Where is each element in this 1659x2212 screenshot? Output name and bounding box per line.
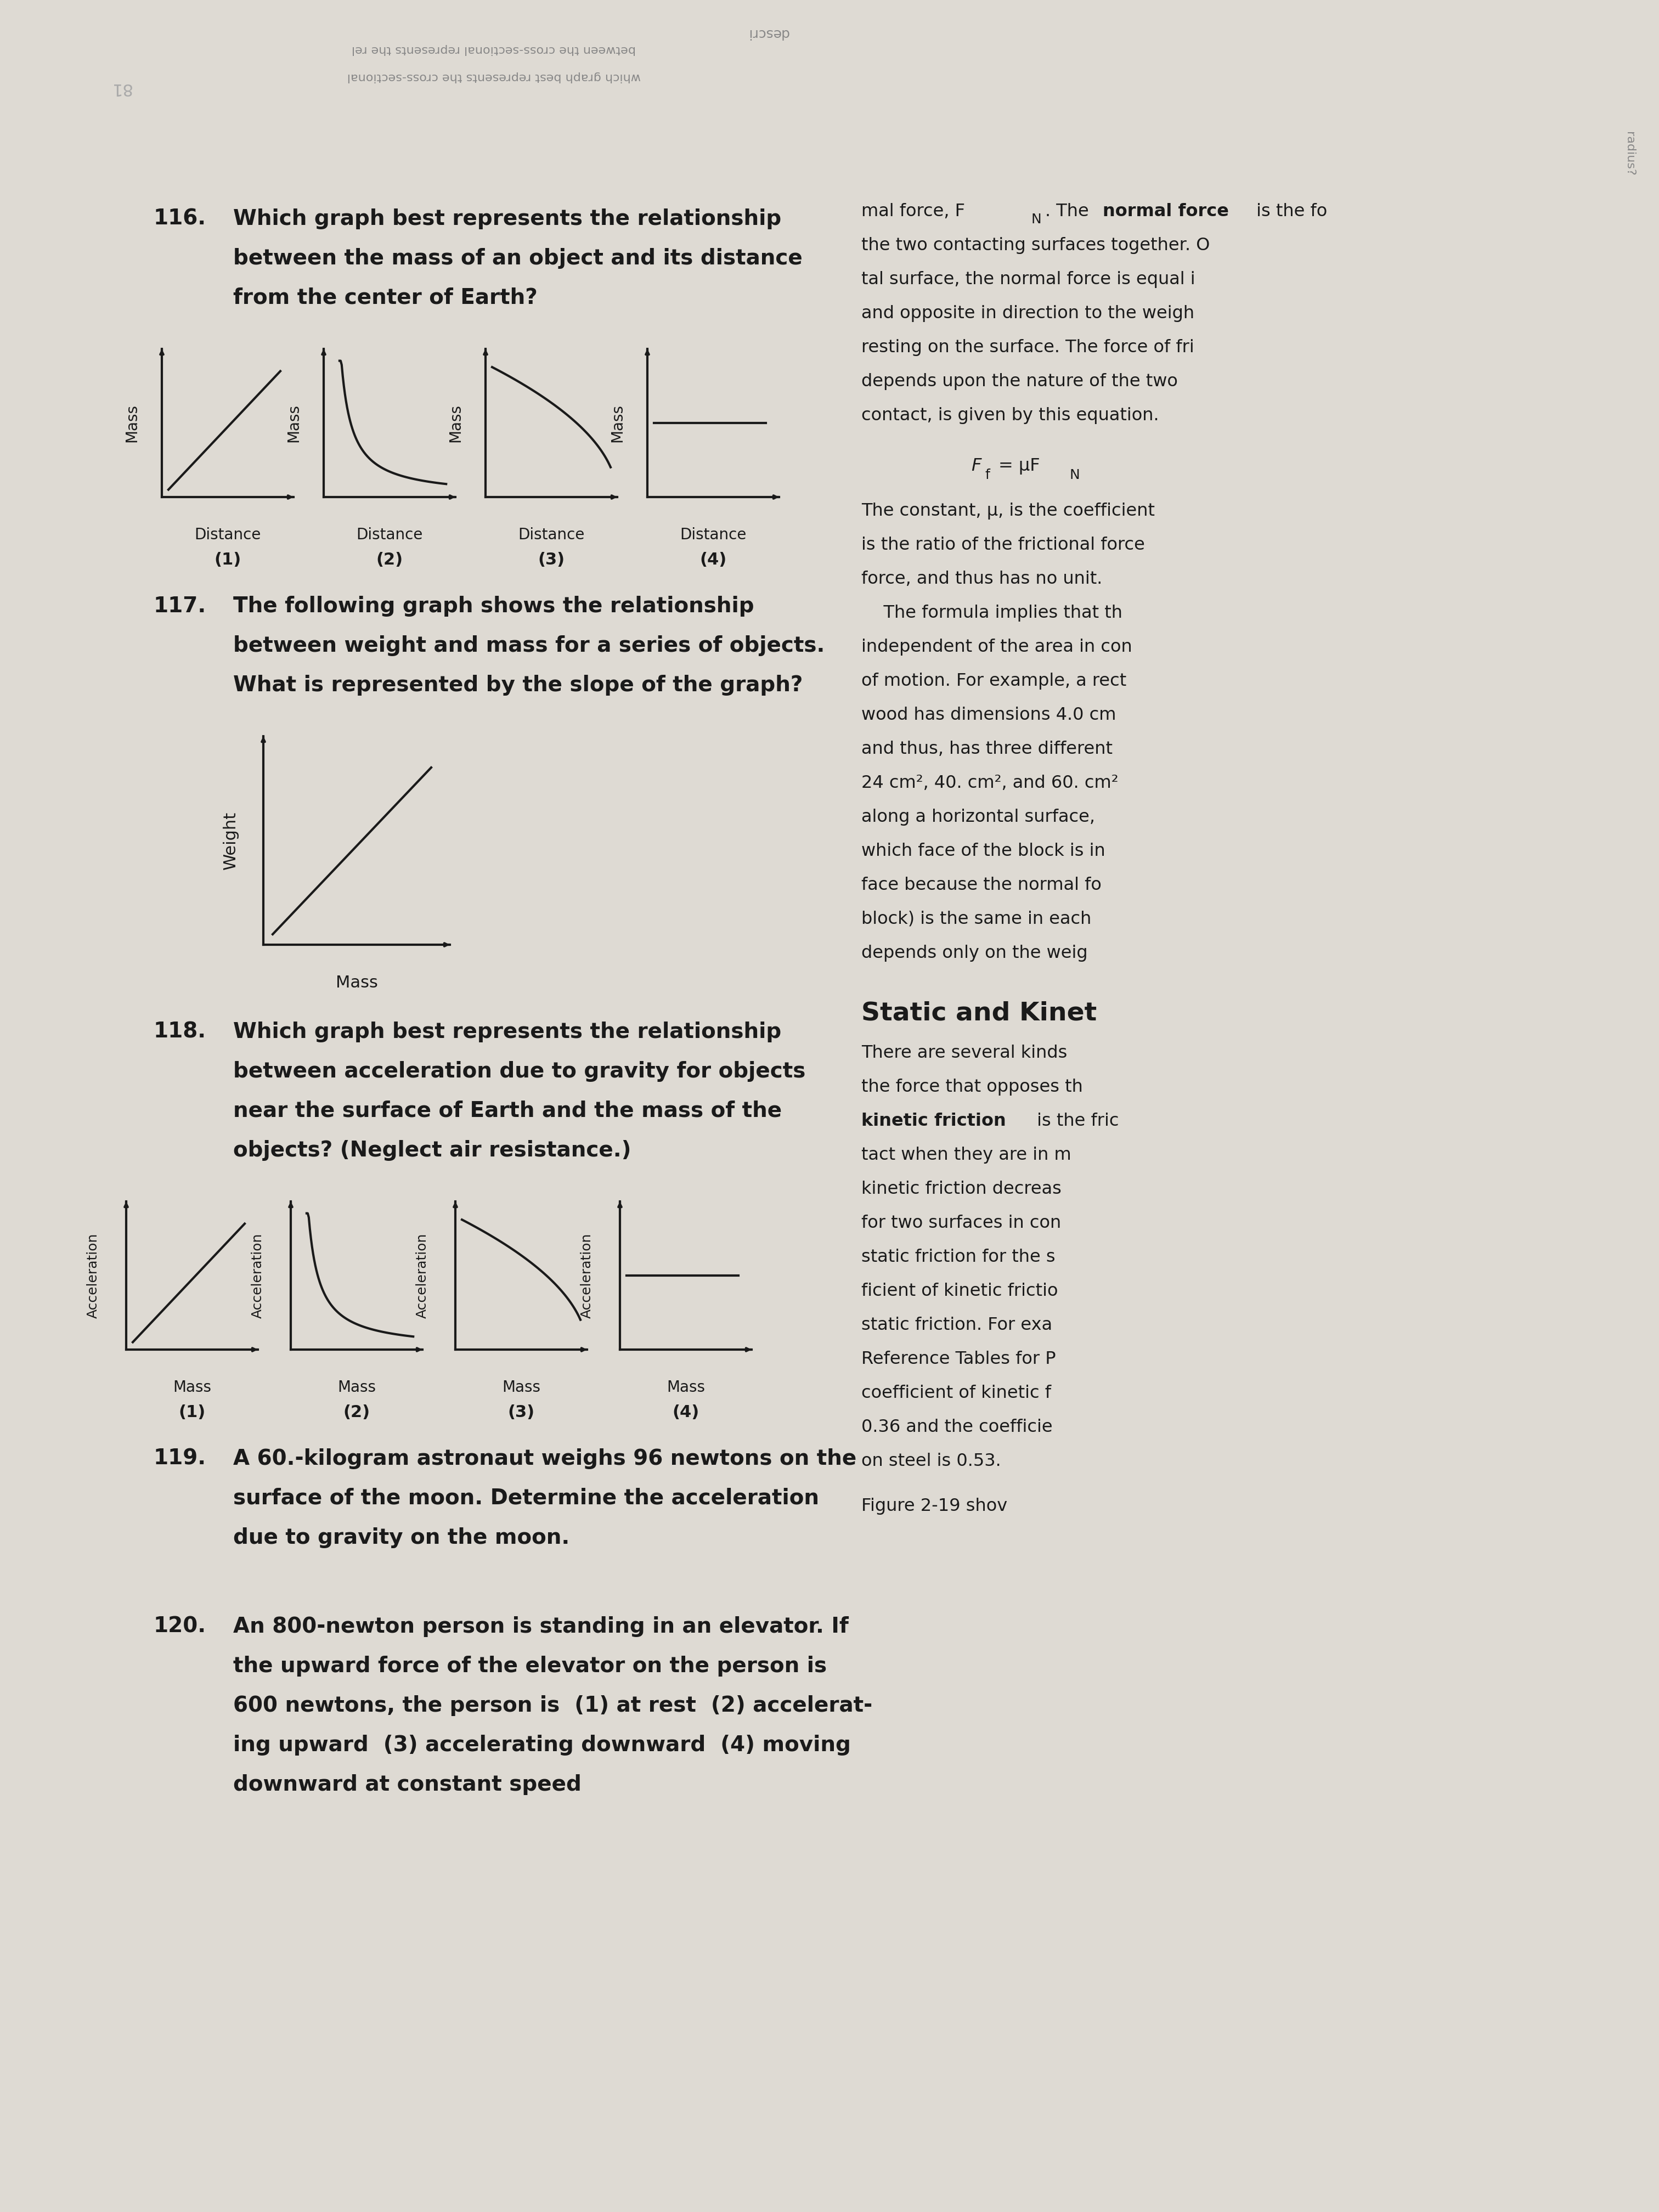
Text: coefficient of kinetic f: coefficient of kinetic f — [861, 1385, 1052, 1402]
Text: the two contacting surfaces together. O: the two contacting surfaces together. O — [861, 237, 1209, 254]
Text: is the fric: is the fric — [1032, 1113, 1118, 1130]
Text: Mass: Mass — [503, 1380, 541, 1396]
Text: (2): (2) — [343, 1405, 370, 1420]
Text: resting on the surface. The force of fri: resting on the surface. The force of fri — [861, 338, 1194, 356]
Text: (3): (3) — [538, 553, 564, 568]
Text: Figure 2-19 shov: Figure 2-19 shov — [861, 1498, 1007, 1515]
Text: Mass: Mass — [124, 405, 139, 442]
Text: 600 newtons, the person is  (1) at rest  (2) accelerat-: 600 newtons, the person is (1) at rest (… — [234, 1694, 873, 1717]
Text: descri: descri — [747, 27, 788, 40]
Text: of motion. For example, a rect: of motion. For example, a rect — [861, 672, 1126, 690]
Text: ing upward  (3) accelerating downward  (4) moving: ing upward (3) accelerating downward (4)… — [234, 1734, 851, 1756]
Text: Distance: Distance — [680, 526, 747, 542]
Text: tact when they are in m: tact when they are in m — [861, 1146, 1072, 1164]
Text: Mass: Mass — [335, 975, 378, 991]
Text: and thus, has three different: and thus, has three different — [861, 741, 1113, 759]
Text: tal surface, the normal force is equal i: tal surface, the normal force is equal i — [861, 272, 1194, 288]
Text: An 800-newton person is standing in an elevator. If: An 800-newton person is standing in an e… — [234, 1617, 848, 1637]
Text: Mass: Mass — [609, 405, 625, 442]
Text: kinetic friction decreas: kinetic friction decreas — [861, 1181, 1062, 1197]
Text: Acceleration: Acceleration — [251, 1232, 264, 1318]
Text: 120.: 120. — [154, 1617, 206, 1637]
Text: kinetic friction: kinetic friction — [861, 1113, 1005, 1130]
Text: radius?: radius? — [1624, 131, 1634, 175]
Text: ficient of kinetic frictio: ficient of kinetic frictio — [861, 1283, 1058, 1301]
Text: f: f — [985, 469, 990, 482]
Text: The formula implies that th: The formula implies that th — [861, 604, 1123, 622]
Text: (4): (4) — [672, 1405, 700, 1420]
Text: 24 cm², 40. cm², and 60. cm²: 24 cm², 40. cm², and 60. cm² — [861, 774, 1118, 792]
Text: face because the normal fo: face because the normal fo — [861, 876, 1102, 894]
Text: N: N — [1070, 469, 1080, 482]
Text: 119.: 119. — [154, 1449, 206, 1469]
Text: = μF: = μF — [999, 458, 1040, 476]
Text: depends only on the weig: depends only on the weig — [861, 945, 1088, 962]
Text: contact, is given by this equation.: contact, is given by this equation. — [861, 407, 1160, 425]
Text: The following graph shows the relationship: The following graph shows the relationsh… — [234, 595, 755, 617]
Text: downward at constant speed: downward at constant speed — [234, 1774, 581, 1796]
Text: Mass: Mass — [285, 405, 302, 442]
Text: 0.36 and the coefficie: 0.36 and the coefficie — [861, 1418, 1052, 1436]
Text: 118.: 118. — [154, 1022, 206, 1042]
Text: between the mass of an object and its distance: between the mass of an object and its di… — [234, 248, 803, 270]
Text: What is represented by the slope of the graph?: What is represented by the slope of the … — [234, 675, 803, 695]
Text: independent of the area in con: independent of the area in con — [861, 639, 1131, 655]
Text: due to gravity on the moon.: due to gravity on the moon. — [234, 1526, 569, 1548]
Text: surface of the moon. Determine the acceleration: surface of the moon. Determine the accel… — [234, 1489, 820, 1509]
Text: between weight and mass for a series of objects.: between weight and mass for a series of … — [234, 635, 825, 657]
Text: Weight: Weight — [222, 812, 239, 869]
Text: (1): (1) — [179, 1405, 206, 1420]
Text: for two surfaces in con: for two surfaces in con — [861, 1214, 1062, 1232]
Text: between the cross-sectional represents the rel: between the cross-sectional represents t… — [352, 44, 635, 55]
Text: Which graph best represents the relationship: Which graph best represents the relation… — [234, 1022, 781, 1042]
Text: Distance: Distance — [518, 526, 584, 542]
Text: and opposite in direction to the weigh: and opposite in direction to the weigh — [861, 305, 1194, 323]
Text: (2): (2) — [377, 553, 403, 568]
Text: N: N — [1032, 212, 1042, 226]
Text: Distance: Distance — [357, 526, 423, 542]
Text: Mass: Mass — [667, 1380, 705, 1396]
Text: Mass: Mass — [448, 405, 463, 442]
Text: objects? (Neglect air resistance.): objects? (Neglect air resistance.) — [234, 1139, 630, 1161]
Text: is the ratio of the frictional force: is the ratio of the frictional force — [861, 538, 1145, 553]
Text: Static and Kinet: Static and Kinet — [861, 1000, 1097, 1026]
Text: (4): (4) — [700, 553, 727, 568]
Text: along a horizontal surface,: along a horizontal surface, — [861, 810, 1095, 825]
Text: force, and thus has no unit.: force, and thus has no unit. — [861, 571, 1102, 588]
Text: on steel is 0.53.: on steel is 0.53. — [861, 1453, 1000, 1469]
Text: depends upon the nature of the two: depends upon the nature of the two — [861, 374, 1178, 389]
Text: The constant, μ, is the coefficient: The constant, μ, is the coefficient — [861, 502, 1155, 520]
Text: Mass: Mass — [173, 1380, 211, 1396]
Text: near the surface of Earth and the mass of the: near the surface of Earth and the mass o… — [234, 1102, 781, 1121]
Text: mal force, F: mal force, F — [861, 204, 966, 219]
Text: static friction for the s: static friction for the s — [861, 1248, 1055, 1265]
Text: Reference Tables for P: Reference Tables for P — [861, 1352, 1055, 1367]
Text: Distance: Distance — [194, 526, 260, 542]
Text: the upward force of the elevator on the person is: the upward force of the elevator on the … — [234, 1657, 826, 1677]
Text: Which graph best represents the relationship: Which graph best represents the relation… — [234, 208, 781, 230]
Text: (3): (3) — [508, 1405, 534, 1420]
Text: between acceleration due to gravity for objects: between acceleration due to gravity for … — [234, 1062, 806, 1082]
Text: static friction. For exa: static friction. For exa — [861, 1316, 1052, 1334]
Text: from the center of Earth?: from the center of Earth? — [234, 288, 538, 307]
Text: is the fo: is the fo — [1251, 204, 1327, 219]
Text: . The: . The — [1045, 204, 1095, 219]
Text: 117.: 117. — [154, 595, 206, 617]
Text: (1): (1) — [214, 553, 241, 568]
Text: F: F — [971, 458, 980, 476]
Text: which face of the block is in: which face of the block is in — [861, 843, 1105, 860]
Text: block) is the same in each: block) is the same in each — [861, 911, 1092, 927]
Text: which graph best represents the cross-sectional: which graph best represents the cross-se… — [347, 71, 640, 82]
Text: Acceleration: Acceleration — [416, 1232, 430, 1318]
Text: normal force: normal force — [1103, 204, 1229, 219]
Text: A 60.-kilogram astronaut weighs 96 newtons on the: A 60.-kilogram astronaut weighs 96 newto… — [234, 1449, 856, 1469]
Text: Acceleration: Acceleration — [86, 1232, 100, 1318]
Text: Mass: Mass — [337, 1380, 377, 1396]
Text: There are several kinds: There are several kinds — [861, 1044, 1067, 1062]
Text: wood has dimensions 4.0 cm: wood has dimensions 4.0 cm — [861, 706, 1117, 723]
Text: Acceleration: Acceleration — [581, 1232, 594, 1318]
Text: 81: 81 — [109, 80, 131, 95]
Text: 116.: 116. — [154, 208, 206, 230]
Text: the force that opposes th: the force that opposes th — [861, 1079, 1083, 1095]
